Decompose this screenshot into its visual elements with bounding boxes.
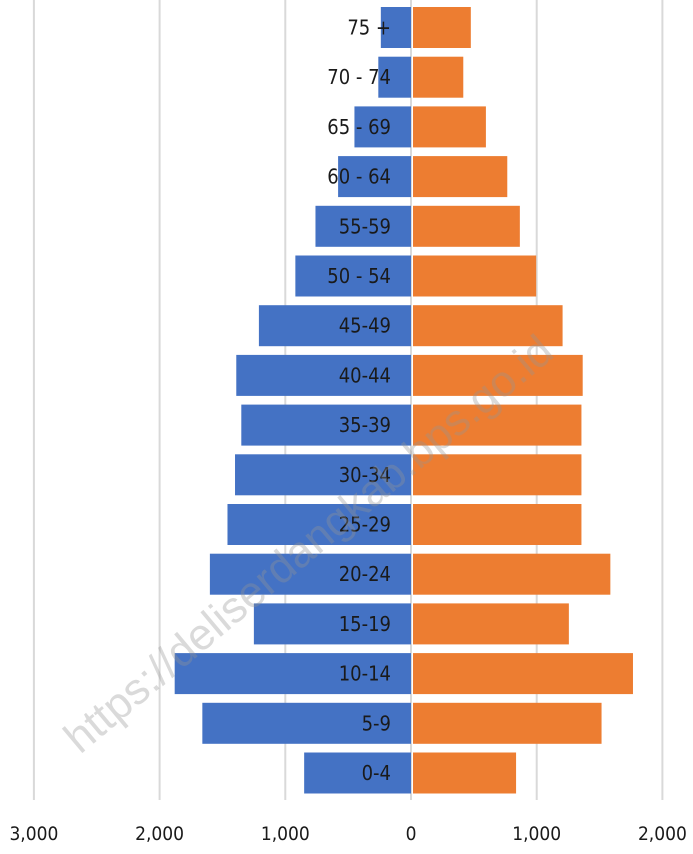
bar-left [378,56,411,98]
age-group-label: 20-24 [339,562,391,586]
x-tick-label: 2,000 [638,823,687,845]
age-group-label: 55-59 [339,214,391,238]
bar-left [241,404,411,446]
bar-left [253,603,411,645]
bar-right [413,156,508,198]
age-group-label: 65 - 69 [327,115,391,139]
bar-left [235,454,411,496]
age-group-label: 10-14 [339,662,391,686]
bar-right [413,752,517,794]
age-group-label: 45-49 [339,314,391,338]
bar-left [338,156,411,198]
age-group-label: 70 - 74 [327,65,391,89]
bar-right [413,305,563,347]
age-group-label: 60 - 64 [327,165,391,189]
x-tick-label: 1,000 [512,823,561,845]
bar-right [413,7,471,48]
x-tick-label: 2,000 [135,823,184,845]
bar-right [413,56,464,98]
bar-right [413,404,582,446]
age-group-label: 0-4 [362,761,391,785]
bar-left [174,653,411,695]
bar-right [413,205,520,247]
x-tick-label: 0 [406,823,417,845]
x-tick-label: 3,000 [9,823,58,845]
bar-left [380,7,411,48]
bar-left [227,504,411,545]
bars [174,7,633,794]
age-group-label: 30-34 [339,463,391,487]
age-group-label: 35-39 [339,413,391,437]
age-group-label: 40-44 [339,363,391,387]
x-axis-ticks: 3,000 2,000 1,000 0 1,000 2,000 [9,823,686,845]
bar-right [413,255,537,297]
bar-left [315,205,411,247]
age-group-label: 75 + [347,16,391,40]
bar-right [413,504,582,545]
bar-left [258,305,411,347]
bar-right [413,553,611,595]
bar-right [413,106,486,148]
age-labels: 0-4 5-9 10-14 15-19 20-24 25-29 30-34 35-39 40-4… [327,16,391,786]
bar-right [413,702,602,744]
bar-left [236,354,411,396]
bar-left [209,553,411,595]
bar-left [304,752,411,794]
age-group-label: 25-29 [339,513,391,537]
bar-left [202,702,411,744]
age-group-label: 50 - 54 [327,264,391,288]
bar-left [354,106,411,148]
age-group-label: 15-19 [339,612,391,636]
bar-right [413,354,583,396]
age-group-label: 5-9 [362,711,391,735]
bar-right [413,653,633,695]
bar-right [413,603,569,645]
bar-right [413,454,582,496]
x-tick-label: 1,000 [261,823,310,845]
bar-left [295,255,411,297]
